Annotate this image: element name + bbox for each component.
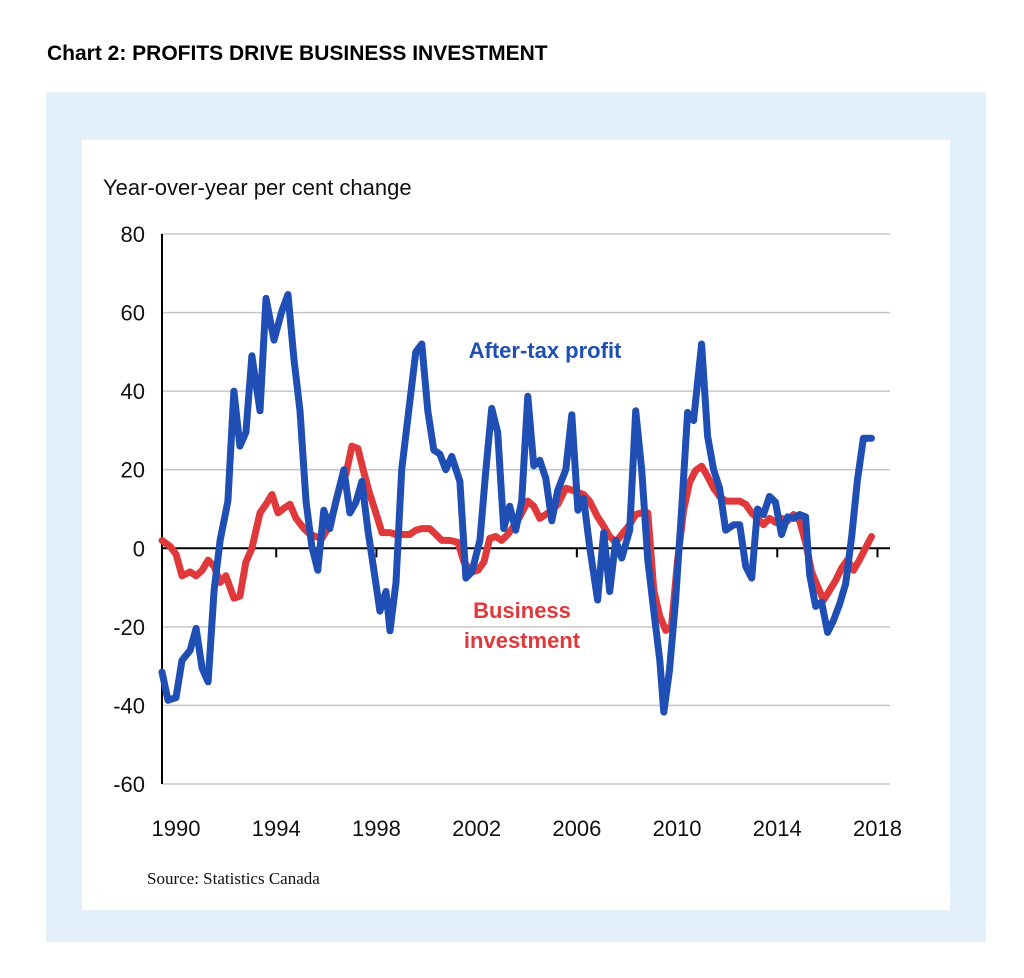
x-tick-label: 1998 — [352, 816, 401, 841]
y-tick-label: 60 — [121, 301, 145, 326]
y-tick-label: 0 — [133, 536, 145, 561]
y-tick-label: -40 — [113, 693, 145, 718]
y-tick-label: -20 — [113, 615, 145, 640]
x-tick-label: 1994 — [252, 816, 301, 841]
annotation: After-tax profit — [469, 338, 622, 363]
annotation: Business — [473, 598, 571, 623]
annotation: investment — [464, 628, 581, 653]
source: Source: Statistics Canada — [147, 869, 320, 888]
y-tick-label: 20 — [121, 458, 145, 483]
y-axis-label: Year-over-year per cent change — [103, 175, 412, 200]
x-tick-label: 2002 — [452, 816, 501, 841]
series-line — [158, 291, 875, 716]
x-tick-label: 2018 — [853, 816, 902, 841]
x-tick-label: 1990 — [152, 816, 201, 841]
y-tick-label: 40 — [121, 379, 145, 404]
y-tick-label: 80 — [121, 222, 145, 247]
plot: -60 -40 -20 0 20 40 60 80 1990 1994 1998 2002 2006 20… — [113, 222, 902, 841]
chart-title: Chart 2: PROFITS DRIVE BUSINESS INVESTME… — [47, 42, 548, 65]
x-tick-label: 2014 — [753, 816, 802, 841]
y-tick-label: -60 — [113, 772, 145, 797]
x-tick-label: 2010 — [653, 816, 702, 841]
x-tick-label: 2006 — [552, 816, 601, 841]
